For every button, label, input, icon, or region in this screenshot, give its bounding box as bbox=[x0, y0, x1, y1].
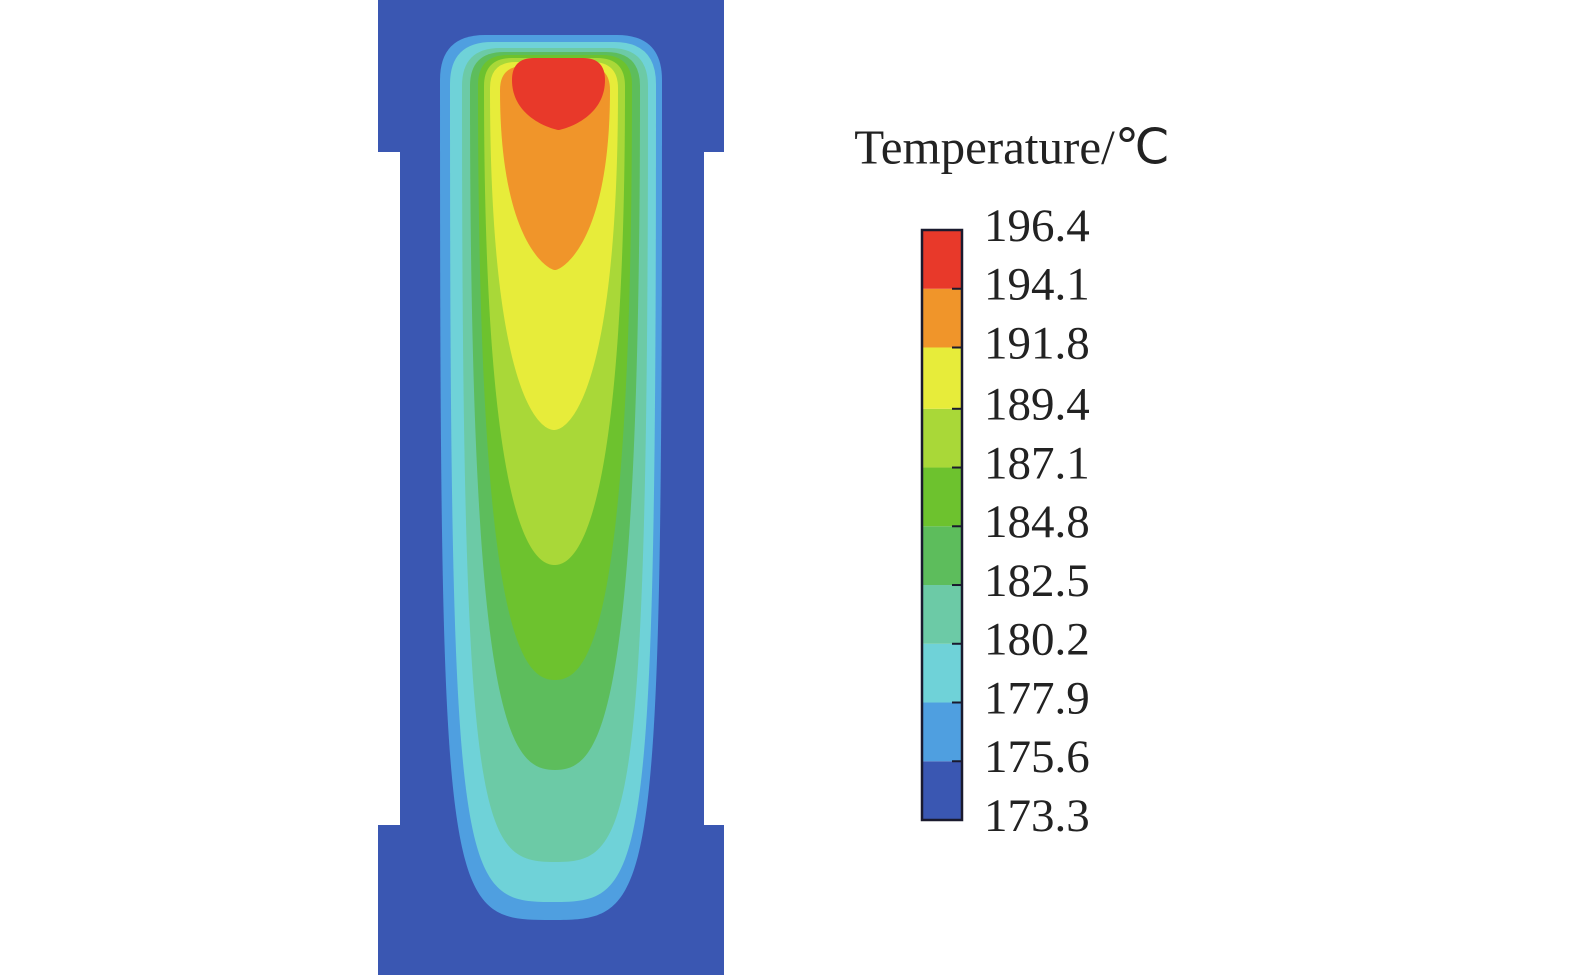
colorbar-segment bbox=[922, 230, 962, 289]
colorbar-segment bbox=[922, 288, 962, 348]
colorbar-frame bbox=[920, 228, 964, 822]
colorbar-tick-label: 175.6 bbox=[984, 731, 1090, 783]
colorbar-tick-label: 173.3 bbox=[984, 790, 1090, 842]
colorbar-tick-label: 177.9 bbox=[984, 672, 1090, 724]
colorbar-tick-label: 194.1 bbox=[984, 259, 1090, 311]
colorbar-title: Temperature/℃ bbox=[854, 119, 1170, 174]
colorbar-tick-label: 189.4 bbox=[984, 379, 1090, 431]
colorbar-segment bbox=[922, 347, 962, 409]
colorbar-tick-label: 187.1 bbox=[984, 437, 1090, 489]
colorbar-segment bbox=[922, 702, 962, 762]
contour-band bbox=[512, 58, 605, 130]
colorbar-segment bbox=[922, 585, 962, 644]
colorbar-tick-label: 196.4 bbox=[984, 200, 1090, 252]
colorbar-segment bbox=[922, 408, 962, 468]
colorbar-tick-label: 182.5 bbox=[984, 555, 1090, 607]
colorbar-segment bbox=[922, 761, 962, 820]
colorbar-tick-label: 184.8 bbox=[984, 496, 1090, 548]
colorbar-segment bbox=[922, 467, 962, 527]
colorbar-tick-label: 191.8 bbox=[984, 317, 1090, 369]
colorbar-segment bbox=[922, 526, 962, 586]
colorbar-segment bbox=[922, 643, 962, 703]
colorbar-tick-label: 180.2 bbox=[984, 614, 1090, 666]
